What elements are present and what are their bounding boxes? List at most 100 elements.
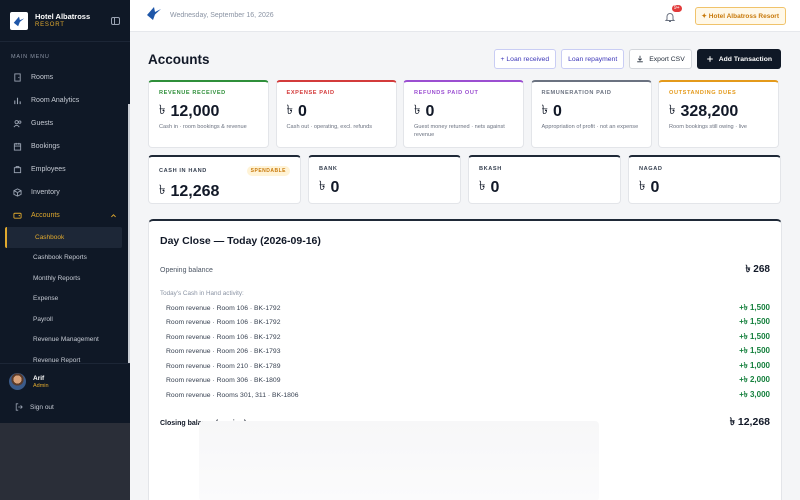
sidebar-item-label: Inventory [31, 189, 60, 196]
currency-symbol: ৳ [669, 102, 676, 117]
currency-symbol: ৳ [479, 178, 486, 193]
download-icon [637, 55, 644, 63]
activity-amount: +৳ 1,500 [739, 346, 770, 356]
day-close-panel: Day Close — Today (2026-09-16) Opening b… [148, 219, 782, 500]
logout-icon [15, 403, 23, 411]
add-transaction-button[interactable]: Add Transaction [696, 49, 781, 69]
sidebar-subitem-revenue-report[interactable]: Revenue Report [33, 356, 81, 364]
stat-card-revenue: REVENUE RECEIVED ৳ 12,000 Cash in · room … [148, 80, 269, 148]
activity-description: Room revenue · Rooms 301, 311 · BK-1806 [166, 391, 299, 399]
closing-balance-value: ৳ 12,268 [729, 415, 770, 428]
sidebar-subitem-monthly-reports[interactable]: Monthly Reports [33, 274, 81, 282]
briefcase-icon [13, 166, 22, 174]
opening-balance-value: ৳ 268 [745, 264, 770, 275]
activity-list: Room revenue · Room 106 · BK-1792 +৳ 1,50… [160, 301, 770, 403]
door-icon [14, 73, 21, 82]
currency-symbol: ৳ [286, 102, 293, 117]
sidebar-item-bookings[interactable]: Bookings [0, 135, 130, 158]
stat-description: Room bookings still owing · live [669, 124, 748, 130]
sidebar-subitem-payroll[interactable]: Payroll [33, 315, 53, 323]
notifications-button[interactable]: 9+ [664, 4, 682, 22]
sidebar-item-label: Room Analytics [31, 97, 80, 104]
sidebar: Hotel Albatross RESORT MAIN MENU Rooms R… [0, 0, 130, 423]
user-role: Admin [33, 382, 49, 389]
stat-value: 12,000 [170, 102, 220, 120]
app-logo-icon [146, 5, 162, 26]
cash-value: 12,268 [170, 182, 220, 200]
cash-card-bank: BANK ৳ 0 [308, 155, 461, 204]
brand-header: Hotel Albatross RESORT [0, 0, 130, 42]
cash-card-cash-in-hand: CASH IN HAND SPENDABLE ৳ 12,268 [148, 155, 301, 204]
chevron-up-icon[interactable] [110, 212, 117, 219]
sidebar-item-inventory[interactable]: Inventory [0, 181, 130, 204]
activity-amount: +৳ 1,500 [739, 331, 770, 341]
stat-label: REFUNDS PAID OUT [414, 90, 479, 96]
sidebar-subitem-expense[interactable]: Expense [33, 295, 59, 303]
hotel-selector[interactable]: ✦ Hotel Albatross Resort [694, 6, 786, 25]
activity-amount: +৳ 1,000 [739, 360, 770, 370]
signout-label: Sign out [30, 403, 54, 411]
avatar [9, 373, 26, 390]
sidebar-item-label: Accounts [31, 212, 60, 219]
sidebar-item-guests[interactable]: Guests [0, 112, 130, 135]
menu-section-label: MAIN MENU [11, 54, 50, 60]
export-csv-label: Export CSV [649, 55, 685, 63]
opening-balance-label: Opening balance [160, 267, 213, 274]
signout-button[interactable]: Sign out [0, 390, 130, 411]
sidebar-item-label: Guests [31, 120, 54, 127]
sidebar-subitem-revenue-management[interactable]: Revenue Management [33, 336, 99, 344]
wallet-icon [13, 212, 22, 219]
sidebar-item-employees[interactable]: Employees [0, 158, 130, 181]
sidebar-scrollbar[interactable] [128, 104, 130, 364]
stat-description: Cash out · operating, excl. refunds [286, 124, 373, 130]
sidebar-item-label: Rooms [31, 74, 54, 81]
stat-description: Appropriation of profit · not an expense [541, 124, 639, 130]
activity-description: Room revenue · Room 106 · BK-1792 [166, 333, 281, 341]
currency-symbol: ৳ [159, 102, 166, 117]
activity-description: Room revenue · Room 306 · BK-1809 [166, 377, 281, 385]
sidebar-subitem-cashbook[interactable]: Cashbook [5, 227, 122, 248]
stat-card-refunds: REFUNDS PAID OUT ৳ 0 Guest money returned… [403, 80, 524, 148]
bell-icon [664, 12, 675, 22]
stat-value: 0 [552, 102, 562, 120]
sidebar-item-label: Bookings [31, 143, 60, 150]
page-title: Accounts [148, 51, 210, 67]
currency-symbol: ৳ [159, 182, 166, 197]
currency-symbol: ৳ [541, 102, 548, 117]
activity-description: Room revenue · Room 106 · BK-1792 [166, 304, 281, 312]
activity-row: Room revenue · Room 306 · BK-1809 +৳ 2,00… [160, 374, 770, 389]
stat-label: REVENUE RECEIVED [159, 90, 226, 96]
user-name: Arif [33, 374, 45, 382]
sidebar-item-accounts[interactable]: Accounts [0, 204, 130, 227]
export-csv-button[interactable]: Export CSV [629, 49, 692, 69]
activity-amount: +৳ 2,000 [739, 375, 770, 385]
current-date: Wednesday, September 16, 2026 [170, 12, 274, 19]
stat-label: EXPENSE PAID [286, 90, 335, 96]
plus-icon [706, 56, 713, 62]
cash-card-nagad: NAGAD ৳ 0 [628, 155, 781, 204]
cash-value: 0 [650, 178, 660, 196]
sidebar-collapse-icon[interactable] [111, 16, 120, 25]
brand-name: Hotel Albatross [35, 11, 91, 21]
stat-description: Cash in · room bookings & revenue [159, 124, 247, 130]
activity-amount: +৳ 1,500 [739, 317, 770, 327]
loan-received-button[interactable]: + Loan received [493, 49, 557, 69]
main-content: Wednesday, September 16, 2026 9+ ✦ Hotel… [130, 0, 800, 500]
cash-label: BKASH [479, 166, 502, 172]
sidebar-subitem-cashbook-reports[interactable]: Cashbook Reports [33, 254, 87, 262]
sidebar-item-rooms[interactable]: Rooms [0, 66, 130, 89]
stat-value: 0 [425, 102, 435, 120]
user-panel: Arif Admin Sign out [0, 363, 130, 423]
hotel-logo [10, 11, 28, 30]
loan-repayment-button[interactable]: Loan repayment [561, 49, 625, 69]
activity-row: Room revenue · Room 106 · BK-1792 +৳ 1,50… [160, 330, 770, 345]
activity-description: Room revenue · Room 210 · BK-1789 [166, 362, 281, 370]
activity-row: Room revenue · Rooms 301, 311 · BK-1806 +… [160, 388, 770, 403]
stat-card-remuneration: REMUNERATION PAID ৳ 0 Appropriation of pr… [530, 80, 652, 148]
stat-description: Guest money returned · nets against reve… [414, 124, 505, 138]
currency-symbol: ৳ [414, 102, 421, 117]
activity-row: Room revenue · Room 106 · BK-1792 +৳ 1,50… [160, 301, 770, 316]
sidebar-item-room-analytics[interactable]: Room Analytics [0, 89, 130, 112]
notification-badge: 9+ [671, 4, 682, 12]
opening-balance-row: Opening balance ৳ 268 [160, 262, 770, 279]
